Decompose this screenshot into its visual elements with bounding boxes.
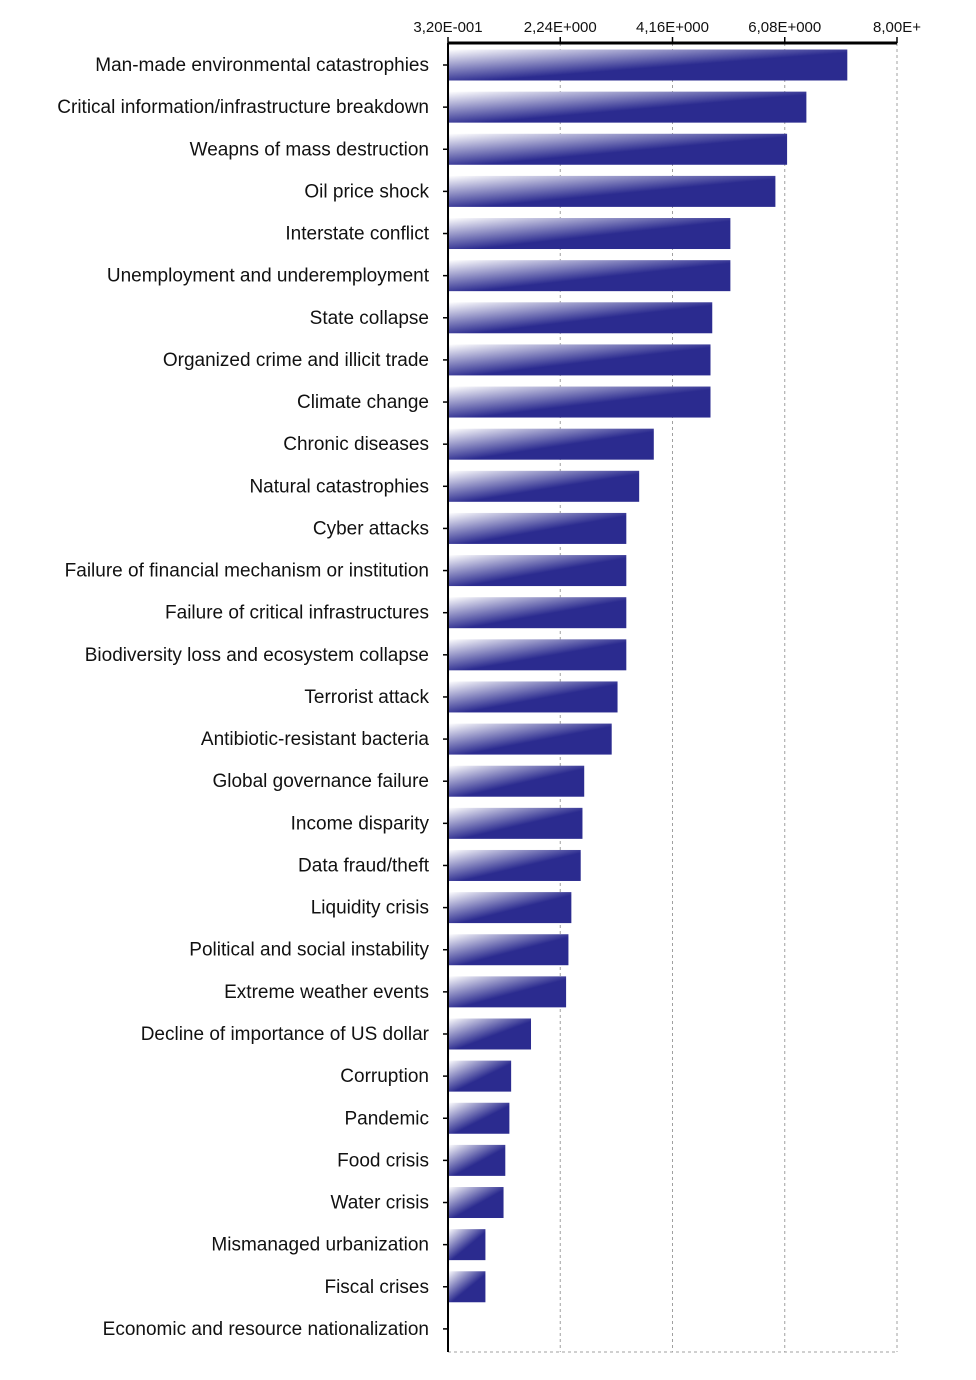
- category-label: Food crisis: [337, 1150, 429, 1171]
- bar: [448, 723, 612, 755]
- category-label: Organized crime and illicit trade: [163, 350, 429, 371]
- bar: [448, 849, 581, 881]
- bar: [448, 1018, 532, 1050]
- category-label: Weapns of mass destruction: [190, 139, 429, 160]
- category-label: Decline of importance of US dollar: [141, 1024, 430, 1045]
- category-label: Oil price shock: [304, 181, 429, 202]
- x-tick-label: 4,16E+000: [636, 19, 709, 36]
- category-label: Economic and resource nationalization: [103, 1319, 429, 1340]
- bar: [448, 1060, 512, 1092]
- category-label: Interstate conflict: [285, 224, 429, 245]
- bar: [448, 892, 572, 924]
- category-label: Water crisis: [330, 1193, 429, 1214]
- bar: [448, 512, 627, 544]
- category-label: Pandemic: [345, 1108, 430, 1129]
- category-label: Climate change: [297, 392, 429, 413]
- bar: [448, 344, 711, 376]
- axes: [443, 41, 897, 1352]
- category-label: Natural catastrophies: [249, 476, 429, 497]
- category-label: Biodiversity loss and ecosystem collapse: [85, 645, 429, 666]
- category-label: Corruption: [340, 1066, 429, 1087]
- category-label: Chronic diseases: [283, 434, 429, 455]
- bar: [448, 386, 711, 418]
- bar: [448, 597, 627, 629]
- category-label: Man-made environmental catastrophies: [95, 55, 429, 76]
- category-label: Political and social instability: [189, 940, 429, 961]
- bar: [448, 302, 713, 334]
- bar: [448, 470, 640, 502]
- category-label: State collapse: [310, 308, 429, 329]
- category-label: Fiscal crises: [324, 1277, 429, 1298]
- category-label: Critical information/infrastructure brea…: [57, 97, 429, 118]
- category-labels: Man-made environmental catastrophies Crit…: [57, 55, 429, 1340]
- bar: [448, 49, 848, 81]
- bars: [448, 49, 848, 1303]
- category-label: Failure of financial mechanism or instit…: [65, 561, 429, 582]
- bar: [448, 1144, 506, 1176]
- bar: [448, 1229, 486, 1261]
- x-axis-ticks: 3,20E-001 2,24E+000 4,16E+000 6,08E+000 8,00…: [413, 19, 921, 43]
- category-label: Liquidity crisis: [311, 898, 429, 919]
- bar: [448, 260, 731, 292]
- bar: [448, 639, 627, 671]
- bar: [448, 175, 776, 207]
- x-tick-label: 2,24E+000: [524, 19, 597, 36]
- x-tick-label: 8,00E+: [873, 19, 921, 36]
- x-tick-label: 3,20E-001: [413, 19, 482, 36]
- category-label: Unemployment and underemployment: [107, 266, 430, 287]
- bar: [448, 1187, 504, 1219]
- category-label: Extreme weather events: [224, 982, 429, 1003]
- category-label: Global governance failure: [212, 771, 429, 792]
- bar: [448, 428, 654, 460]
- bar: [448, 1102, 510, 1134]
- category-label: Data fraud/theft: [298, 855, 430, 876]
- category-label: Failure of critical infrastructures: [165, 603, 429, 624]
- bar: [448, 807, 583, 839]
- x-tick-label: 6,08E+000: [748, 19, 821, 36]
- bar: [448, 765, 585, 797]
- bar: [448, 91, 807, 123]
- bar: [448, 133, 788, 165]
- category-label: Income disparity: [291, 813, 430, 834]
- bar: [448, 218, 731, 250]
- category-label: Cyber attacks: [313, 518, 429, 539]
- bar: [448, 681, 618, 713]
- category-label: Mismanaged urbanization: [211, 1235, 429, 1256]
- bar: [448, 934, 569, 966]
- bar: [448, 1271, 486, 1303]
- category-label: Terrorist attack: [304, 687, 429, 708]
- bar: [448, 555, 627, 587]
- category-label: Antibiotic-resistant bacteria: [201, 729, 430, 750]
- bar: [448, 976, 567, 1008]
